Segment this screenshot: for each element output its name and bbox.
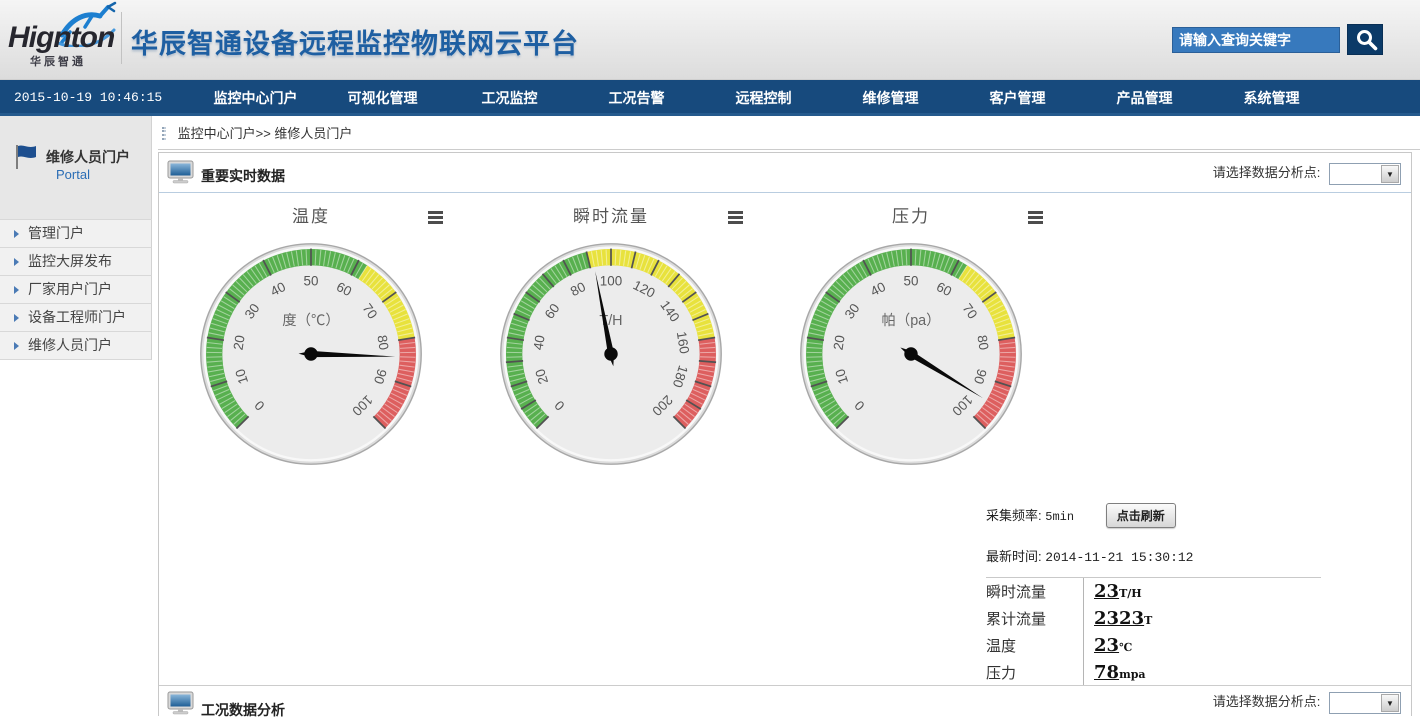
svg-text:80: 80 [374,334,391,351]
arrow-right-icon [14,314,19,322]
arrow-right-icon [14,342,19,350]
table-row: 瞬时流量 23T/H [986,578,1321,605]
arrow-right-icon [14,286,19,294]
nav-item-monitor-center[interactable]: 监控中心门户 [192,80,319,116]
nav-item-maintenance-mgmt[interactable]: 维修管理 [827,80,954,116]
reading-value-link[interactable]: 23T/H [1094,581,1142,602]
reading-value-link[interactable]: 78mpa [1094,662,1146,683]
section-title-analysis: 工况数据分析 [201,700,285,720]
site-title: 华辰智通设备远程监控物联网云平台 [131,22,579,61]
gauge-title-pressure: 压力 [892,207,930,226]
analysis-point-select[interactable]: ▼ [1329,163,1401,185]
arrow-right-icon [14,230,19,238]
hamburger-menu-icon[interactable] [428,211,443,226]
hamburger-menu-icon[interactable] [728,211,743,226]
search-icon [1355,28,1379,52]
sidebar-item-engineer-portal[interactable]: 设备工程师门户 [0,304,152,332]
nav-timestamp: 2015-10-19 10:46:15 [14,80,162,116]
svg-text:20: 20 [830,334,847,351]
breadcrumb: 监控中心门户>> 维修人员门户 [158,122,1420,150]
analysis-point-label: 请选择数据分析点: [1213,694,1321,709]
analysis-point-label: 请选择数据分析点: [1213,165,1321,180]
breadcrumb-text: 监控中心门户>> 维修人员门户 [178,126,353,141]
breadcrumb-dots-icon [162,127,166,140]
realtime-section-header: 重要实时数据 请选择数据分析点: ▼ [159,153,1411,193]
monitor-icon [167,160,195,184]
realtime-info-block: 采集频率: 5min 点击刷新 最新时间: 2014-11-21 15:30:1… [986,503,1321,686]
portal-title: 维修人员门户 [46,147,130,167]
logo-text: Hignton [8,21,114,55]
nav-items: 监控中心门户 可视化管理 工况监控 工况告警 远程控制 维修管理 客户管理 产品… [192,80,1335,116]
app-header: Hignton 华辰智通 华辰智通设备远程监控物联网云平台 [0,0,1420,80]
portal-subtitle: Portal [56,167,90,182]
portal-header: 维修人员门户 Portal [0,116,152,219]
sidebar: 维修人员门户 Portal 管理门户 监控大屏发布 厂家用户门户 设备工程师门户… [0,116,152,360]
latest-time-value: 2014-11-21 15:30:12 [1045,550,1193,565]
flag-icon [13,143,39,171]
readings-table: 瞬时流量 23T/H 累计流量 2323T 温度 23℃ 压力 78mpa [986,578,1321,686]
svg-text:100: 100 [600,274,622,289]
section-title-realtime: 重要实时数据 [201,166,285,186]
search-input[interactable] [1172,27,1340,53]
analysis-section-header: 工况数据分析 请选择数据分析点: ▼ [159,685,1411,717]
hamburger-menu-icon[interactable] [1028,211,1043,226]
table-row: 累计流量 2323T [986,605,1321,632]
analysis-point-control-2: 请选择数据分析点: ▼ [1213,691,1401,714]
refresh-button[interactable]: 点击刷新 [1106,503,1176,528]
chevron-down-icon: ▼ [1381,165,1399,183]
chevron-down-icon: ▼ [1381,694,1399,712]
svg-text:40: 40 [530,334,547,351]
svg-text:帕（pa）: 帕（pa） [881,312,940,329]
reading-value-link[interactable]: 2323T [1094,608,1152,629]
reading-value-link[interactable]: 23℃ [1094,635,1132,656]
analysis-point-select-2[interactable]: ▼ [1329,692,1401,714]
sidebar-item-manufacturer-portal[interactable]: 厂家用户门户 [0,276,152,304]
analysis-point-control: 请选择数据分析点: ▼ [1213,162,1401,185]
table-row: 温度 23℃ [986,632,1321,659]
collect-freq-label: 采集频率: [986,508,1042,523]
svg-text:50: 50 [304,274,319,289]
sidebar-menu: 管理门户 监控大屏发布 厂家用户门户 设备工程师门户 维修人员门户 [0,219,152,360]
gauge-title-temperature: 温度 [292,207,330,226]
latest-time-label: 最新时间: [986,549,1042,564]
search-button[interactable] [1347,24,1383,55]
svg-text:80: 80 [974,334,991,351]
nav-item-condition-alarm[interactable]: 工况告警 [573,80,700,116]
nav-item-product-mgmt[interactable]: 产品管理 [1081,80,1208,116]
logo-subtext: 华辰智通 [30,53,86,69]
logo-divider [121,12,122,64]
gauge-title-instant-flow: 瞬时流量 [573,207,649,226]
nav-item-customer-mgmt[interactable]: 客户管理 [954,80,1081,116]
sidebar-item-maintenance-portal[interactable]: 维修人员门户 [0,332,152,360]
main-nav: 2015-10-19 10:46:15 监控中心门户 可视化管理 工况监控 工况… [0,80,1420,116]
svg-text:20: 20 [230,334,247,351]
arrow-right-icon [14,258,19,266]
sidebar-item-bigscreen-publish[interactable]: 监控大屏发布 [0,248,152,276]
collect-freq-value: 5min [1045,510,1074,524]
sidebar-item-admin-portal[interactable]: 管理门户 [0,220,152,248]
nav-item-visual-mgmt[interactable]: 可视化管理 [319,80,446,116]
monitor-icon [167,691,195,715]
svg-text:50: 50 [904,274,919,289]
nav-item-condition-monitor[interactable]: 工况监控 [446,80,573,116]
nav-item-system-mgmt[interactable]: 系统管理 [1208,80,1335,116]
svg-text:度（℃）: 度（℃） [282,312,339,329]
nav-item-remote-control[interactable]: 远程控制 [700,80,827,116]
table-row: 压力 78mpa [986,659,1321,686]
